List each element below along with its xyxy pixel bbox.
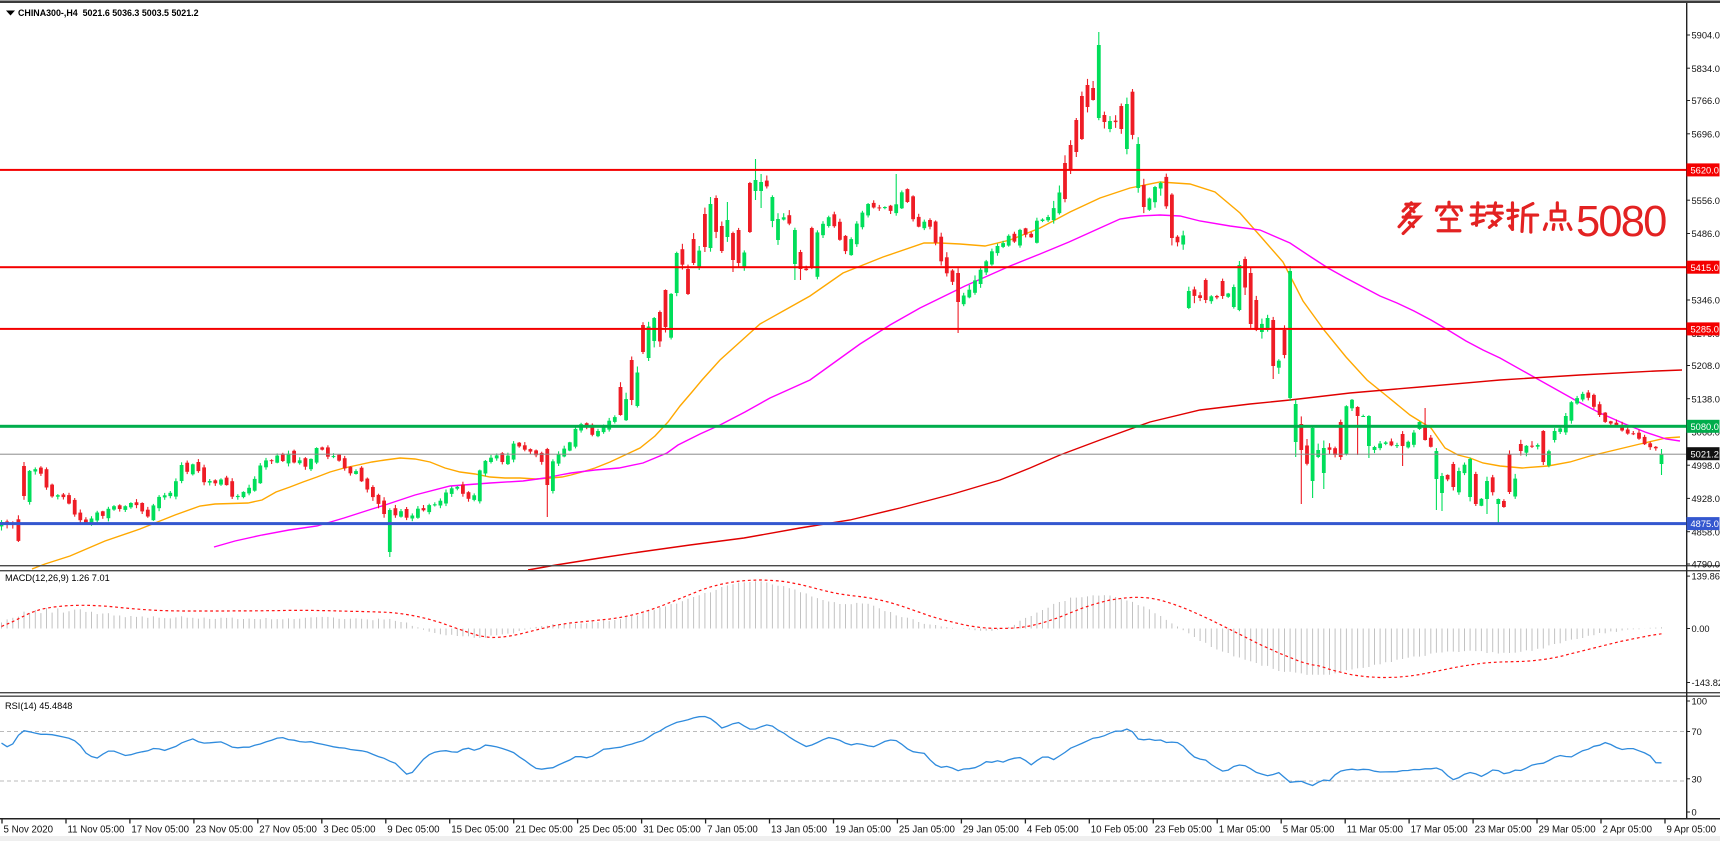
svg-text:25 Jan 05:00: 25 Jan 05:00 — [899, 825, 956, 836]
svg-text:7 Jan 05:00: 7 Jan 05:00 — [707, 825, 758, 836]
svg-text:1 Mar 05:00: 1 Mar 05:00 — [1219, 825, 1271, 836]
svg-text:23 Nov 05:00: 23 Nov 05:00 — [195, 825, 253, 836]
svg-text:5021.2: 5021.2 — [1691, 449, 1719, 459]
svg-text:70: 70 — [1692, 727, 1702, 737]
svg-text:5556.0: 5556.0 — [1692, 196, 1720, 206]
svg-text:11 Nov 05:00: 11 Nov 05:00 — [68, 825, 126, 836]
svg-text:17 Mar 05:00: 17 Mar 05:00 — [1411, 825, 1469, 836]
svg-text:4 Feb 05:00: 4 Feb 05:00 — [1027, 825, 1079, 836]
svg-text:5285.0: 5285.0 — [1691, 325, 1719, 335]
svg-text:5080: 5080 — [1576, 198, 1666, 246]
svg-text:5346.0: 5346.0 — [1692, 296, 1720, 306]
svg-text:0.00: 0.00 — [1692, 624, 1710, 634]
svg-text:CHINA300-,H4 5021.6 5036.3 50: CHINA300-,H4 5021.6 5036.3 5003.5 5021.2 — [18, 8, 199, 18]
svg-text:9 Dec 05:00: 9 Dec 05:00 — [387, 825, 440, 836]
svg-text:5415.0: 5415.0 — [1691, 263, 1719, 273]
svg-text:11 Mar 05:00: 11 Mar 05:00 — [1347, 825, 1404, 836]
svg-text:4790.0: 4790.0 — [1692, 560, 1720, 570]
svg-text:3 Dec 05:00: 3 Dec 05:00 — [323, 825, 376, 836]
svg-text:4928.0: 4928.0 — [1692, 494, 1720, 504]
svg-text:MACD(12,26,9) 1.26 7.01: MACD(12,26,9) 1.26 7.01 — [5, 573, 110, 583]
svg-text:23 Mar 05:00: 23 Mar 05:00 — [1475, 825, 1533, 836]
svg-text:5620.0: 5620.0 — [1691, 166, 1719, 176]
svg-text:30: 30 — [1692, 774, 1702, 784]
svg-text:13 Jan 05:00: 13 Jan 05:00 — [771, 825, 828, 836]
svg-text:RSI(14) 45.4848: RSI(14) 45.4848 — [5, 701, 72, 711]
svg-text:27 Nov 05:00: 27 Nov 05:00 — [259, 825, 317, 836]
svg-text:29 Jan 05:00: 29 Jan 05:00 — [963, 825, 1020, 836]
svg-text:139.86: 139.86 — [1692, 572, 1720, 582]
svg-text:5 Mar 05:00: 5 Mar 05:00 — [1283, 825, 1335, 836]
svg-text:10 Feb 05:00: 10 Feb 05:00 — [1091, 825, 1149, 836]
svg-text:4998.0: 4998.0 — [1692, 461, 1720, 471]
svg-text:5904.0: 5904.0 — [1692, 31, 1720, 41]
svg-text:-143.82: -143.82 — [1692, 678, 1720, 688]
svg-text:21 Dec 05:00: 21 Dec 05:00 — [515, 825, 573, 836]
svg-text:23 Feb 05:00: 23 Feb 05:00 — [1155, 825, 1213, 836]
svg-text:9 Apr 05:00: 9 Apr 05:00 — [1667, 825, 1717, 836]
svg-text:5834.0: 5834.0 — [1692, 64, 1720, 74]
svg-text:17 Nov 05:00: 17 Nov 05:00 — [131, 825, 189, 836]
svg-text:5766.0: 5766.0 — [1692, 96, 1720, 106]
svg-text:31 Dec 05:00: 31 Dec 05:00 — [643, 825, 701, 836]
svg-text:15 Dec 05:00: 15 Dec 05:00 — [451, 825, 509, 836]
svg-text:5486.0: 5486.0 — [1692, 229, 1720, 239]
svg-text:100: 100 — [1692, 697, 1708, 707]
svg-text:4875.0: 4875.0 — [1691, 519, 1719, 529]
svg-text:25 Dec 05:00: 25 Dec 05:00 — [579, 825, 637, 836]
svg-text:29 Mar 05:00: 29 Mar 05:00 — [1539, 825, 1597, 836]
svg-text:5696.0: 5696.0 — [1692, 129, 1720, 139]
svg-text:2 Apr 05:00: 2 Apr 05:00 — [1603, 825, 1653, 836]
svg-text:19 Jan 05:00: 19 Jan 05:00 — [835, 825, 892, 836]
svg-text:0: 0 — [1692, 808, 1697, 818]
svg-text:5080.0: 5080.0 — [1691, 422, 1719, 432]
svg-text:5138.0: 5138.0 — [1692, 394, 1720, 404]
svg-text:5 Nov 2020: 5 Nov 2020 — [4, 825, 54, 836]
svg-text:5208.0: 5208.0 — [1692, 361, 1720, 371]
